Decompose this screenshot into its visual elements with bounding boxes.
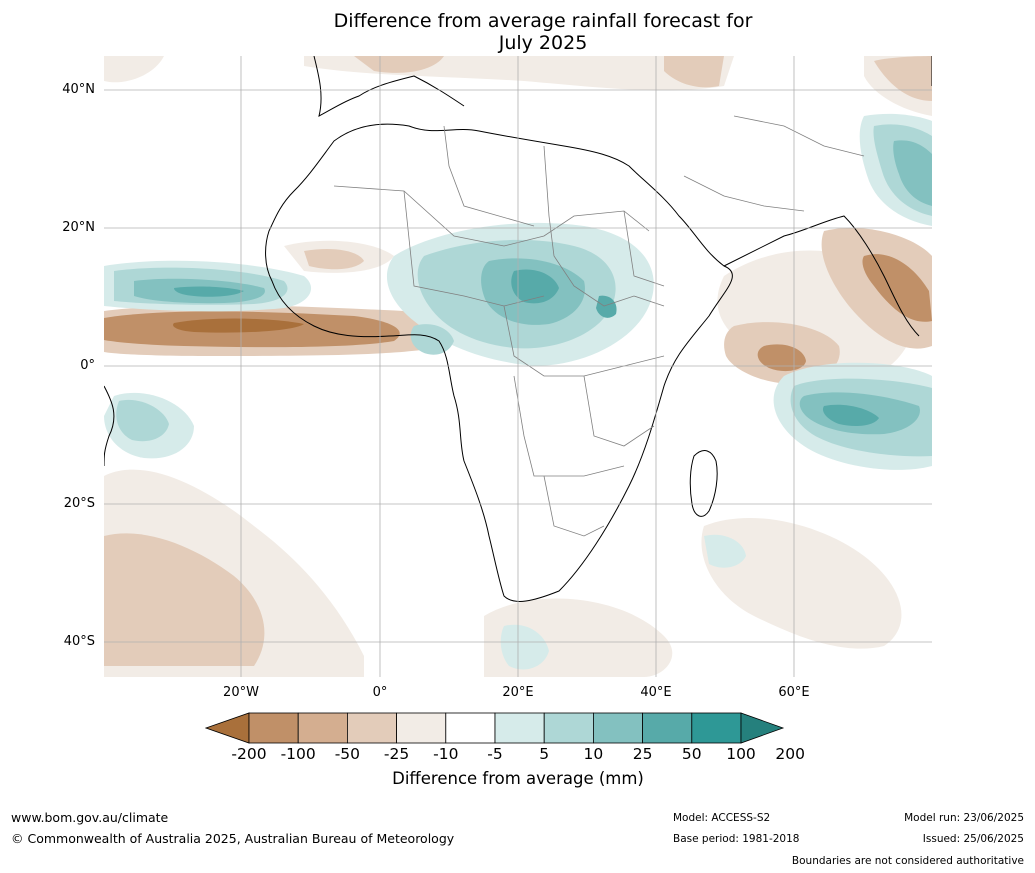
colorbar-tick-label: -10: [433, 745, 459, 763]
map-title: Difference from average rainfall forecas…: [243, 10, 843, 54]
colorbar-cell: [642, 712, 693, 744]
lat-label-40s: 40°S: [63, 634, 95, 649]
colorbar-tick-label: 25: [632, 745, 653, 763]
colorbar-tick-label: -200: [231, 745, 267, 763]
footer-model: Model: ACCESS-S2: [673, 812, 771, 824]
footer-url: www.bom.gov.au/climate: [11, 810, 169, 825]
lat-label-20s: 20°S: [63, 496, 95, 511]
lon-label-60e: 60°E: [778, 685, 810, 700]
colorbar-cell: [543, 712, 594, 744]
lon-label-20w: 20°W: [223, 685, 259, 700]
colorbar-cell: [494, 712, 545, 744]
colorbar-cell: [396, 712, 447, 744]
colorbar-tick-label: 50: [681, 745, 702, 763]
footer-disclaimer: Boundaries are not considered authoritat…: [791, 855, 1024, 867]
lat-label-0: 0°: [80, 358, 95, 373]
country-boundaries: [333, 115, 865, 537]
title-line-2: July 2025: [498, 32, 588, 54]
footer-issued: Issued: 25/06/2025: [922, 833, 1024, 845]
colorbar-cell-extend-low: [205, 712, 250, 744]
rainfall-map: [104, 56, 932, 677]
colorbar-tick-label: 200: [775, 745, 805, 763]
colorbar-cell: [297, 712, 348, 744]
colorbar-tick-label: 100: [726, 745, 756, 763]
colorbar-tick-label: -25: [383, 745, 410, 763]
lon-label-40e: 40°E: [640, 685, 672, 700]
colorbar-tick-label: 5: [539, 745, 550, 763]
colorbar-tick-label: 10: [583, 745, 604, 763]
lat-label-20n: 20°N: [62, 220, 95, 235]
lon-label-0: 0°: [372, 685, 388, 700]
coastlines: [104, 56, 932, 602]
footer-copyright: © Commonwealth of Australia 2025, Austra…: [11, 831, 455, 846]
lat-label-40n: 40°N: [62, 82, 95, 97]
colorbar-cell: [445, 712, 496, 744]
graticule: [104, 56, 932, 677]
colorbar-tick-label: -5: [487, 745, 503, 763]
lon-label-20e: 20°E: [502, 685, 534, 700]
title-line-1: Difference from average rainfall forecas…: [333, 10, 753, 32]
wet-anomaly-very-strong: [174, 269, 879, 426]
colorbar-cell: [346, 712, 397, 744]
colorbar-tick-label: -50: [334, 745, 361, 763]
colorbar-label: Difference from average (mm): [392, 769, 644, 788]
footer-model-run: Model run: 23/06/2025: [904, 812, 1024, 824]
colorbar: [205, 712, 785, 744]
colorbar-cell-extend-high: [740, 712, 785, 744]
footer-base-period: Base period: 1981-2018: [673, 833, 800, 845]
colorbar-cell: [248, 712, 299, 744]
colorbar-cell: [592, 712, 643, 744]
dry-anomaly-very-strong: [173, 318, 304, 333]
colorbar-cell: [691, 712, 742, 744]
colorbar-tick-label: -100: [280, 745, 316, 763]
